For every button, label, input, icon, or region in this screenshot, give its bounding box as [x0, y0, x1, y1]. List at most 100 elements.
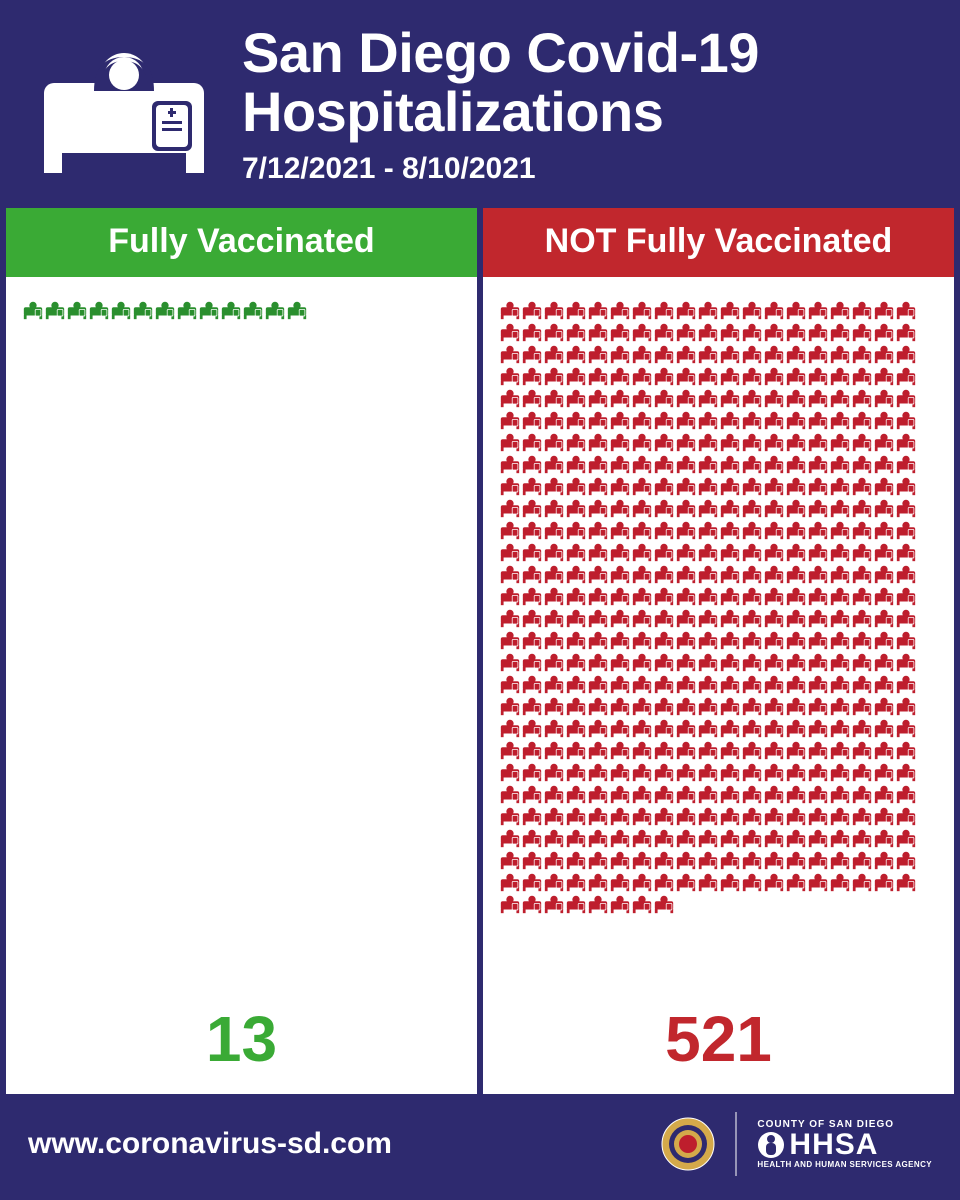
bed-count-icon — [653, 629, 675, 651]
bed-count-icon — [631, 497, 653, 519]
bed-count-icon — [719, 607, 741, 629]
bed-count-icon — [499, 497, 521, 519]
bed-count-icon — [631, 805, 653, 827]
bed-count-icon — [587, 563, 609, 585]
bed-count-icon — [609, 365, 631, 387]
not-vaccinated-header: NOT Fully Vaccinated — [483, 208, 954, 277]
bed-count-icon — [873, 695, 895, 717]
bed-count-icon — [521, 739, 543, 761]
bed-count-icon — [521, 541, 543, 563]
bed-count-icon — [631, 827, 653, 849]
bed-count-icon — [785, 343, 807, 365]
bed-count-icon — [565, 893, 587, 915]
bed-count-icon — [719, 497, 741, 519]
bed-count-icon — [763, 343, 785, 365]
bed-count-icon — [741, 739, 763, 761]
bed-count-icon — [763, 431, 785, 453]
bed-count-icon — [851, 409, 873, 431]
bed-count-icon — [521, 849, 543, 871]
bed-count-icon — [565, 607, 587, 629]
bed-count-icon — [587, 739, 609, 761]
bed-count-icon — [829, 431, 851, 453]
bed-count-icon — [851, 387, 873, 409]
bed-count-icon — [675, 321, 697, 343]
bed-count-icon — [895, 409, 917, 431]
bed-count-icon — [719, 299, 741, 321]
bed-count-icon — [785, 519, 807, 541]
bed-count-icon — [286, 299, 308, 321]
bed-count-icon — [675, 827, 697, 849]
bed-count-icon — [873, 321, 895, 343]
bed-count-icon — [697, 387, 719, 409]
bed-count-icon — [631, 409, 653, 431]
bed-count-icon — [220, 299, 242, 321]
bed-count-icon — [719, 585, 741, 607]
bed-count-icon — [829, 783, 851, 805]
bed-count-icon — [741, 651, 763, 673]
bed-count-icon — [807, 343, 829, 365]
bed-count-icon — [653, 607, 675, 629]
bed-count-icon — [609, 871, 631, 893]
bed-count-icon — [719, 871, 741, 893]
bed-count-icon — [675, 783, 697, 805]
bed-count-icon — [675, 673, 697, 695]
bed-count-icon — [741, 409, 763, 431]
bed-count-icon — [22, 299, 44, 321]
bed-count-icon — [763, 475, 785, 497]
bed-count-icon — [565, 387, 587, 409]
bed-count-icon — [763, 761, 785, 783]
bed-count-icon — [565, 585, 587, 607]
bed-count-icon — [763, 651, 785, 673]
bed-count-icon — [763, 849, 785, 871]
bed-count-icon — [697, 431, 719, 453]
bed-count-icon — [653, 893, 675, 915]
header: San Diego Covid-19 Hospitalizations 7/12… — [0, 0, 960, 208]
bed-count-icon — [785, 607, 807, 629]
bed-count-icon — [653, 871, 675, 893]
bed-count-icon — [499, 321, 521, 343]
bed-count-icon — [675, 849, 697, 871]
bed-count-icon — [807, 871, 829, 893]
bed-count-icon — [719, 541, 741, 563]
bed-count-icon — [44, 299, 66, 321]
bed-count-icon — [741, 695, 763, 717]
bed-count-icon — [829, 849, 851, 871]
bed-count-icon — [653, 343, 675, 365]
bed-count-icon — [851, 849, 873, 871]
bed-count-icon — [543, 387, 565, 409]
bed-count-icon — [829, 475, 851, 497]
bed-count-icon — [653, 673, 675, 695]
bed-count-icon — [653, 739, 675, 761]
bed-count-icon — [719, 761, 741, 783]
bed-count-icon — [785, 585, 807, 607]
comparison-columns: Fully Vaccinated — [0, 208, 960, 1094]
bed-count-icon — [807, 629, 829, 651]
bed-count-icon — [543, 541, 565, 563]
bed-count-icon — [499, 365, 521, 387]
bed-count-icon — [565, 651, 587, 673]
bed-count-icon — [609, 651, 631, 673]
bed-count-icon — [785, 475, 807, 497]
bed-count-icon — [132, 299, 154, 321]
bed-count-icon — [719, 695, 741, 717]
bed-count-icon — [895, 673, 917, 695]
bed-count-icon — [521, 299, 543, 321]
bed-count-icon — [675, 519, 697, 541]
bed-count-icon — [763, 783, 785, 805]
bed-count-icon — [807, 299, 829, 321]
bed-count-icon — [851, 585, 873, 607]
bed-count-icon — [543, 761, 565, 783]
bed-count-icon — [763, 827, 785, 849]
bed-count-icon — [565, 849, 587, 871]
bed-count-icon — [785, 695, 807, 717]
bed-count-icon — [873, 739, 895, 761]
bed-count-icon — [697, 453, 719, 475]
bed-count-icon — [851, 871, 873, 893]
bed-count-icon — [807, 695, 829, 717]
bed-count-icon — [675, 453, 697, 475]
bed-count-icon — [543, 299, 565, 321]
bed-count-icon — [697, 805, 719, 827]
bed-count-icon — [807, 453, 829, 475]
bed-count-icon — [653, 365, 675, 387]
bed-count-icon — [719, 365, 741, 387]
